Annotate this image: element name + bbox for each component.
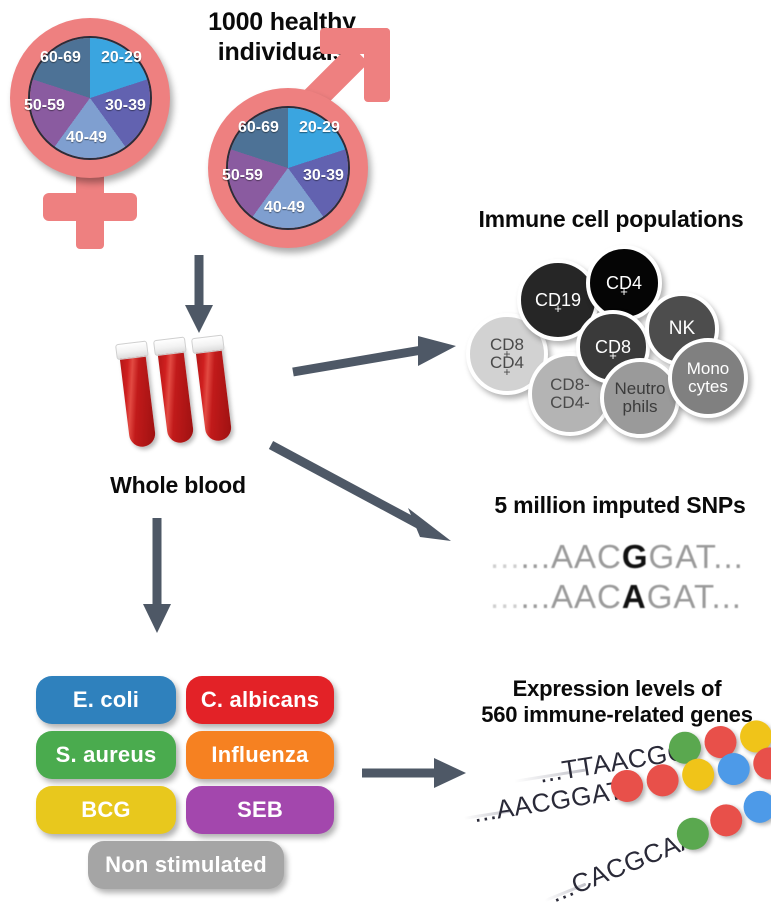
stimulus-influenza[interactable]: Influenza	[186, 731, 334, 779]
cell-label-line2: CD4 +	[489, 353, 524, 379]
snp-prefix-dots: ...	[490, 578, 521, 615]
cell-label-line1: CD8 +	[489, 335, 524, 361]
pie-slice-60-69	[228, 108, 348, 228]
stimulus-non-stimulated[interactable]: Non stimulated	[88, 841, 284, 889]
expression-bead	[705, 799, 748, 842]
cell-label-line1: CD8-	[550, 375, 590, 395]
blood-tube-body	[119, 349, 157, 449]
cell-label-line1: Neutro	[614, 379, 666, 399]
cell-label-line2: CD4-	[550, 393, 590, 412]
immune-cell-monocytes: Mono cytes	[668, 338, 748, 418]
male-age-label-60-69: 60-69	[238, 119, 279, 136]
arrow-stimuli-to-expression	[362, 758, 466, 788]
expression-bead	[738, 786, 771, 828]
snp-prefix-dots: ...	[490, 538, 521, 575]
male-age-label-50-59: 50-59	[222, 167, 263, 184]
male-age-pie	[226, 106, 350, 230]
snp-suffix-1: GAT...	[648, 538, 744, 575]
arrow-blood-to-immune-cells	[292, 336, 456, 377]
immune-cell-populations-title: Immune cell populations	[478, 206, 744, 232]
snp-allele-row-2: ......AACAGAT...	[490, 578, 742, 616]
female-age-label-30-39: 30-39	[105, 97, 146, 114]
snp-prefix-2: ...AAC	[520, 578, 622, 615]
female-age-label-50-59: 50-59	[24, 97, 65, 114]
stimulus-e-coli[interactable]: E. coli	[36, 676, 176, 724]
stimulus-bcg[interactable]: BCG	[36, 786, 176, 834]
male-age-label-40-49: 40-49	[264, 199, 305, 216]
cell-label: CD19 +	[534, 289, 582, 317]
cell-label-line2: phils	[622, 397, 658, 416]
female-age-label-60-69: 60-69	[40, 49, 81, 66]
snp-allele-row-1: ......AACGGAT...	[490, 538, 744, 576]
expression-levels-title: Expression levels of 560 immune-related …	[466, 676, 768, 728]
pie-slice-60-69	[30, 38, 150, 158]
blood-tube-body	[195, 343, 233, 443]
female-symbol-crossbar	[43, 193, 137, 221]
cell-label-line2: cytes	[688, 377, 728, 396]
snp-prefix-1: ...AAC	[520, 538, 622, 575]
cell-label-line1: Mono	[686, 359, 730, 379]
female-age-label-20-29: 20-29	[101, 49, 142, 66]
male-age-label-30-39: 30-39	[303, 167, 344, 184]
stimulus-s-aureus[interactable]: S. aureus	[36, 731, 176, 779]
cell-label: CD8 +	[594, 336, 631, 364]
whole-blood-label: Whole blood	[110, 472, 246, 498]
immune-cell-cd4p: CD4 +	[586, 245, 662, 321]
arrow-cohort-to-blood	[185, 255, 213, 333]
male-symbol-arrowhead-horizontal	[320, 28, 390, 54]
blood-tube-body	[157, 345, 195, 445]
snps-title: 5 million imputed SNPs	[494, 492, 746, 518]
stimulus-c-albicans[interactable]: C. albicans	[186, 676, 334, 724]
snp-variant-1: G	[621, 538, 649, 575]
arrow-blood-to-snps	[268, 441, 451, 541]
cell-label: CD4 +	[605, 272, 642, 300]
immune-cell-neutrophils: Neutro phils	[600, 358, 680, 438]
arrow-blood-to-stimuli	[143, 518, 171, 633]
stimulus-seb[interactable]: SEB	[186, 786, 334, 834]
snp-suffix-2: GAT...	[646, 578, 742, 615]
snp-variant-2: A	[621, 578, 647, 615]
expression-title-line1: Expression levels of	[512, 676, 722, 701]
male-age-label-20-29: 20-29	[299, 119, 340, 136]
female-age-label-40-49: 40-49	[66, 129, 107, 146]
female-age-pie	[28, 36, 152, 160]
cell-label: NK	[668, 318, 696, 340]
expression-title-line2: 560 immune-related genes	[481, 701, 753, 727]
